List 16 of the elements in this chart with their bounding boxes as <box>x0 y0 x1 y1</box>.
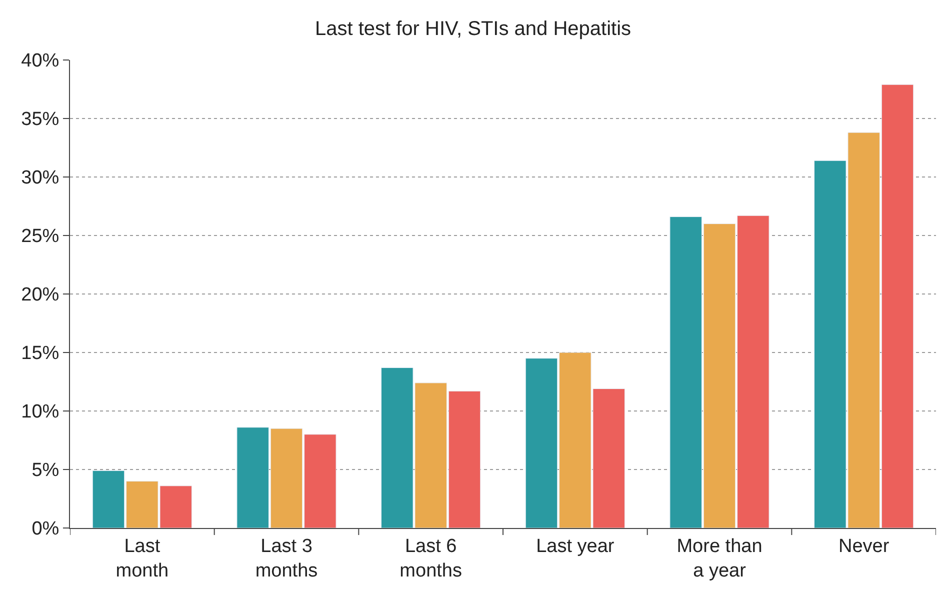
y-tick-label: 5% <box>32 460 60 482</box>
y-tick-label: 30% <box>21 168 60 189</box>
y-tick-label: 25% <box>21 226 60 248</box>
x-tick-label: More than a year <box>676 536 762 582</box>
y-tick-label: 20% <box>21 284 60 306</box>
y-tick-label: 40% <box>21 50 60 72</box>
x-tick-label: Last 3 months <box>255 536 318 582</box>
x-tick-label: Never <box>838 536 890 557</box>
x-tick-label: Last year <box>536 536 615 557</box>
chart-title: Last test for HIV, STIs and Hepatitis <box>314 18 632 40</box>
y-tick-label: 10% <box>21 402 60 423</box>
y-tick-label: 0% <box>32 518 60 540</box>
x-tick-label: Last 6 months <box>400 536 462 582</box>
y-tick-label: 15% <box>21 343 60 364</box>
y-tick-label: 35% <box>21 109 60 130</box>
x-tick-label: Last month <box>116 536 169 582</box>
